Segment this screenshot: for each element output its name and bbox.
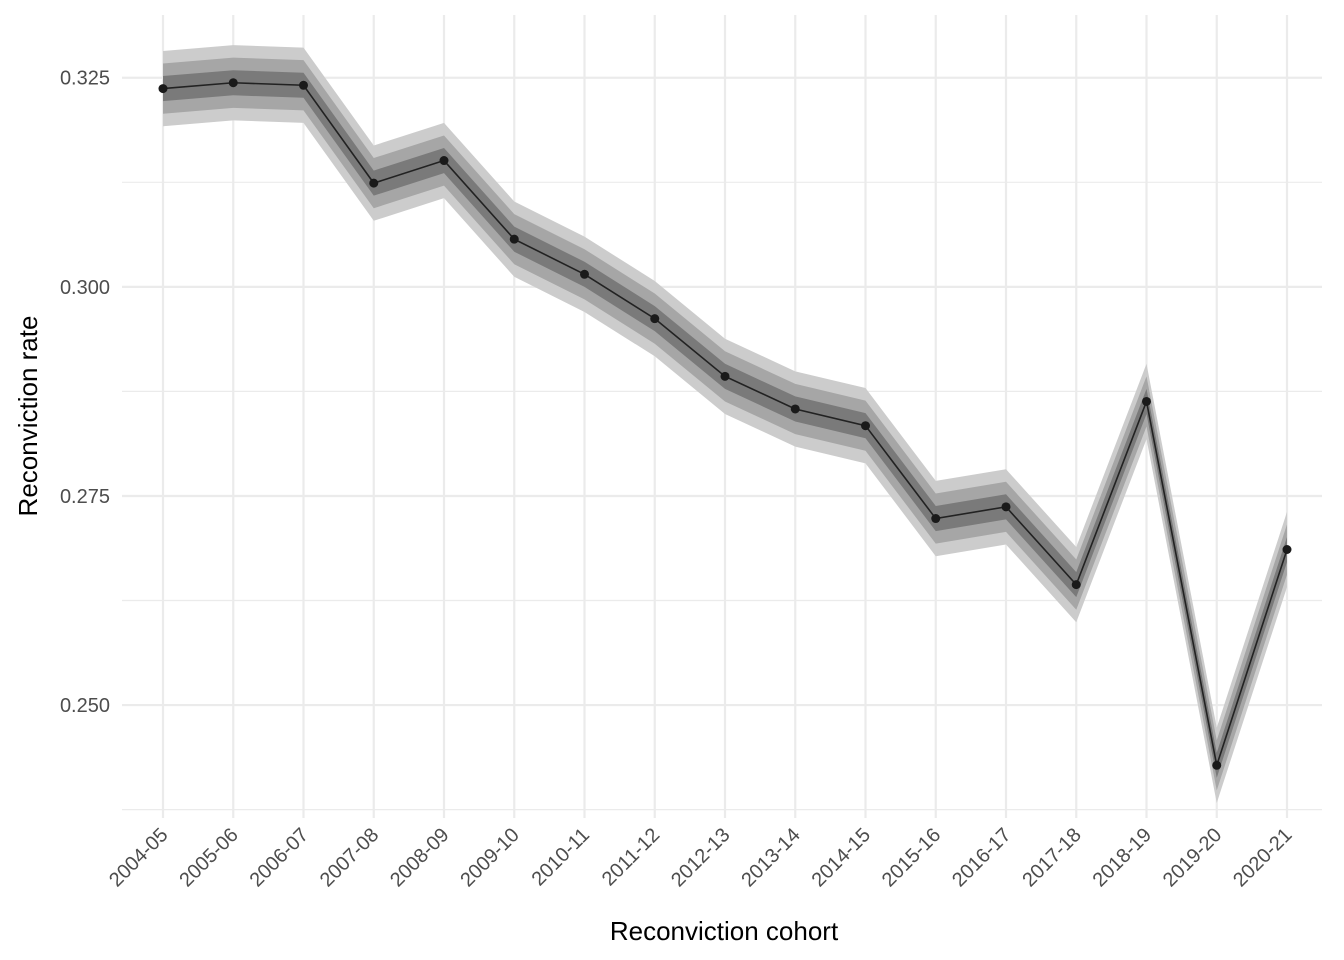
y-tick-label: 0.325	[60, 68, 110, 90]
data-point-2009-10	[509, 234, 519, 244]
y-tick-label: 0.300	[60, 277, 110, 299]
data-point-2020-21	[1282, 544, 1292, 554]
x-tick-label: 2019-20	[1159, 824, 1226, 891]
data-point-2012-13	[720, 371, 730, 381]
x-tick-label: 2011-12	[598, 824, 664, 890]
x-tick-label: 2012-13	[667, 824, 734, 891]
x-tick-label: 2014-15	[808, 824, 875, 891]
x-tick-label: 2013-14	[737, 824, 804, 891]
x-tick-label: 2018-19	[1089, 824, 1156, 891]
x-tick-label: 2020-21	[1229, 824, 1296, 891]
x-tick-labels: 2004-05 2005-06 2006-07 2007-08 2008-09 2009-…	[105, 824, 1296, 891]
data-point-2004-05	[158, 84, 168, 94]
x-tick-label: 2009-10	[456, 824, 523, 891]
data-point-2014-15	[861, 421, 870, 431]
band-outer	[163, 45, 1287, 803]
data-point-2018-19	[1142, 396, 1151, 406]
x-tick-label: 2008-09	[386, 824, 453, 891]
x-tick-label: 2007-08	[316, 824, 383, 891]
y-tick-labels: 0.250 0.275 0.300 0.325	[60, 68, 110, 717]
x-tick-label: 2017-18	[1018, 824, 1085, 891]
data-point-2015-16	[931, 514, 941, 524]
data-point-2005-06	[228, 78, 238, 88]
x-tick-label: 2006-07	[246, 824, 313, 891]
data-points	[158, 78, 1292, 770]
x-tick-label: 2016-17	[948, 824, 1015, 891]
x-axis-title: Reconviction cohort	[610, 916, 839, 946]
data-point-2010-11	[580, 269, 589, 279]
y-axis-title: Reconviction rate	[13, 316, 43, 517]
data-point-2019-20	[1212, 760, 1222, 770]
x-tick-label: 2015-16	[878, 824, 945, 891]
data-point-2017-18	[1071, 580, 1081, 590]
data-point-2008-09	[439, 156, 449, 166]
x-tick-label: 2005-06	[175, 824, 242, 891]
data-point-2016-17	[1001, 502, 1011, 512]
confidence-bands	[163, 45, 1287, 803]
data-point-2013-14	[790, 404, 800, 414]
y-tick-label: 0.275	[60, 486, 110, 508]
data-point-2006-07	[299, 80, 308, 90]
x-tick-label: 2004-05	[105, 824, 172, 891]
data-point-2007-08	[369, 178, 379, 188]
y-tick-label: 0.250	[60, 695, 110, 717]
data-point-2011-12	[650, 314, 660, 324]
x-tick-label: 2010-11	[528, 824, 594, 890]
